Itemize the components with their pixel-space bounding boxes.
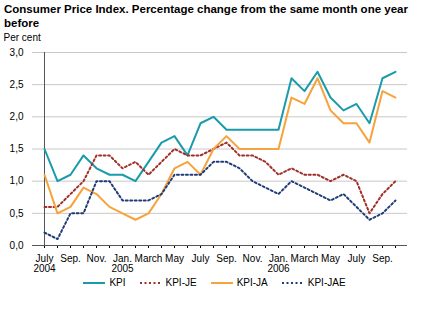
svg-text:2,5: 2,5 [10, 79, 24, 90]
svg-text:Jan.2005: Jan.2005 [111, 253, 134, 274]
svg-text:March: March [291, 253, 319, 264]
svg-text:May: May [321, 253, 340, 264]
svg-text:July: July [348, 253, 366, 264]
svg-text:1,5: 1,5 [10, 143, 24, 154]
svg-text:Per cent: Per cent [4, 32, 41, 43]
svg-text:March: March [135, 253, 163, 264]
html-text:KPI-JA: KPI-JA [236, 277, 268, 288]
svg-text:Jan.2006: Jan.2006 [267, 253, 290, 274]
svg-text:May: May [165, 253, 184, 264]
svg-text:Sep.: Sep. [60, 253, 81, 264]
svg-text:0,5: 0,5 [10, 208, 24, 219]
svg-text:1,0: 1,0 [10, 175, 24, 186]
html-text:KPI-JAE: KPI-JAE [307, 277, 346, 288]
html-text:KPI: KPI [109, 277, 126, 288]
svg-text:July2004: July2004 [33, 253, 56, 274]
svg-text:Sep.: Sep. [372, 253, 393, 264]
html-text:Consumer Price Index. Percenta: Consumer Price Index. Percentage change … [4, 3, 408, 29]
svg-text:3,0: 3,0 [10, 47, 24, 58]
svg-text:July: July [192, 253, 210, 264]
svg-text:0,0: 0,0 [10, 240, 24, 251]
html-text:KPI-JE: KPI-JE [165, 277, 197, 288]
svg-text:Sep.: Sep. [216, 253, 237, 264]
svg-text:Nov.: Nov. [243, 253, 263, 264]
svg-text:2,0: 2,0 [10, 111, 24, 122]
svg-text:Nov.: Nov. [87, 253, 107, 264]
